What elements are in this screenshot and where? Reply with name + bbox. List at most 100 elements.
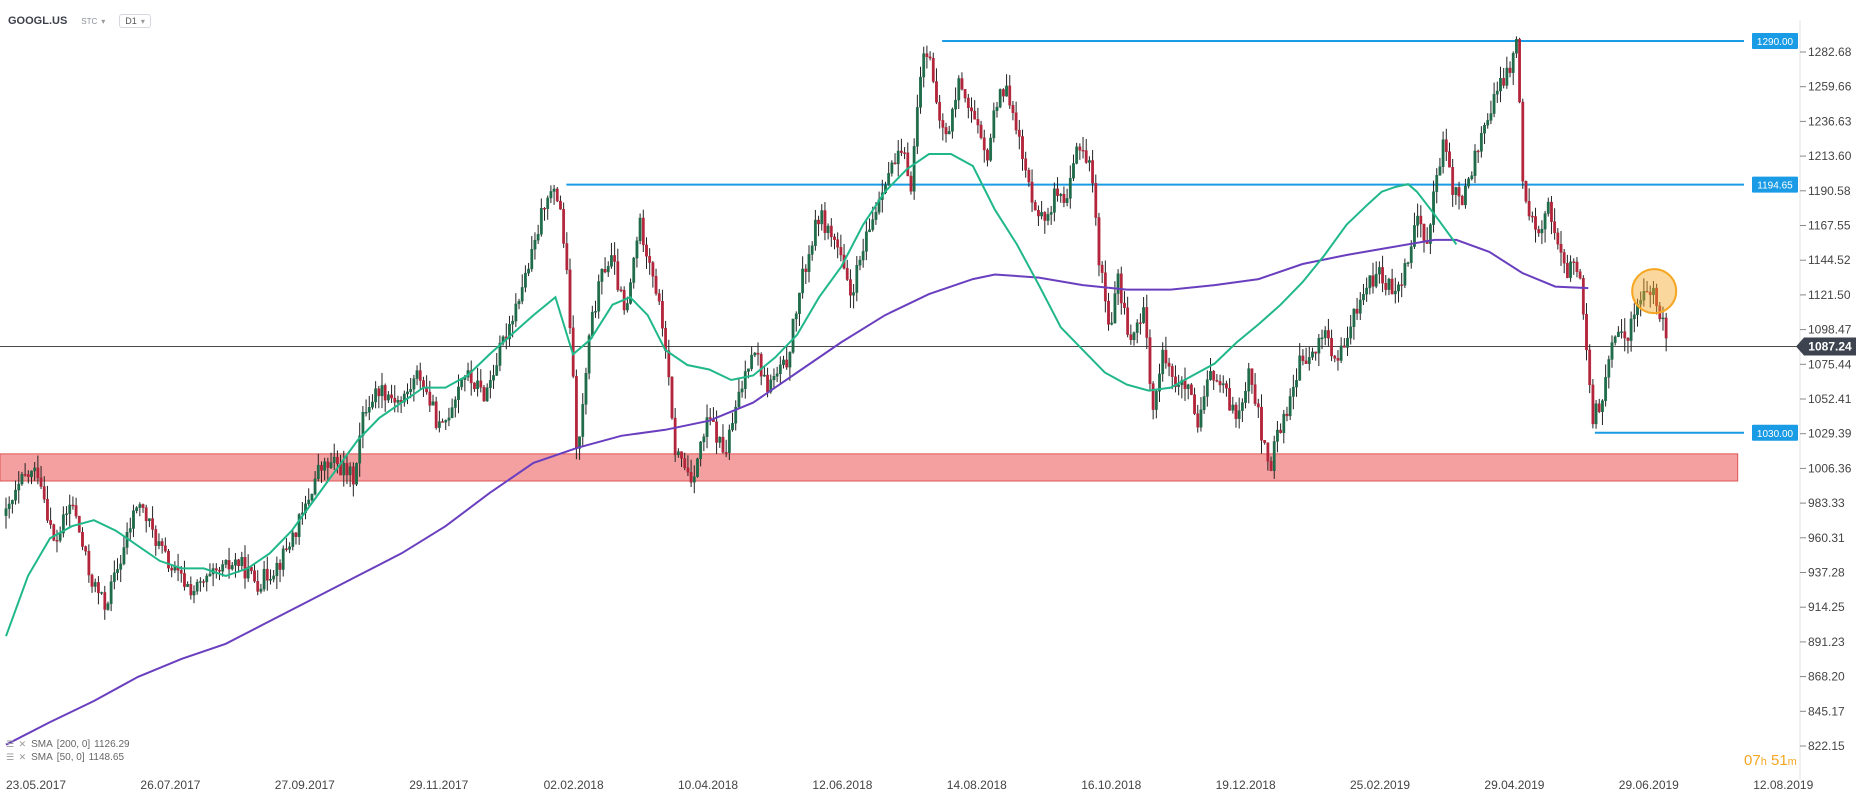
candle-body: [1527, 200, 1531, 217]
candle-body: [970, 107, 973, 112]
candle-body: [36, 467, 40, 479]
candle-body: [1298, 355, 1302, 381]
candle-body: [597, 281, 601, 312]
candle-body: [1307, 357, 1311, 365]
candle-body: [1205, 379, 1209, 397]
price-tick-label: 1190.58: [1808, 184, 1851, 198]
candle-body: [1559, 244, 1563, 253]
candle-body: [1390, 278, 1394, 295]
candle-body: [1620, 331, 1623, 333]
price-tick-label: 822.15: [1808, 739, 1845, 753]
candle-body: [562, 208, 566, 244]
candle-body: [1543, 213, 1547, 230]
candle-body: [680, 451, 683, 459]
price-tick-label: 983.33: [1808, 496, 1845, 510]
candle-body: [227, 560, 231, 570]
candle-body: [1623, 331, 1627, 339]
candle-body: [1483, 125, 1486, 134]
sma-50-legend[interactable]: ☰ ✕ SMA [50, 0] 1148.65: [6, 751, 130, 764]
highlight-marker-layer: [1631, 268, 1678, 315]
candle-body: [428, 391, 432, 406]
candle-body: [192, 591, 196, 596]
candle-body: [1639, 300, 1643, 305]
sma-50-params: [50, 0]: [56, 752, 85, 763]
candle-body: [1441, 139, 1445, 167]
candle-body: [46, 498, 49, 521]
candle-body: [989, 137, 993, 161]
candle-body: [214, 568, 218, 571]
candle-body: [909, 175, 913, 192]
candle-body: [1314, 351, 1318, 354]
candle-body: [731, 423, 734, 431]
price-tick-label: 1213.60: [1808, 149, 1852, 163]
candle-body: [74, 505, 78, 517]
candle-body: [291, 532, 295, 547]
candle-body: [90, 574, 94, 587]
support-zone-layer: [0, 453, 1739, 482]
candle-body: [1161, 349, 1165, 375]
type-select[interactable]: STC ▾: [77, 15, 109, 28]
candle-body: [1534, 216, 1537, 230]
candle-body: [355, 463, 358, 485]
candle-body: [979, 124, 983, 138]
candle-body: [578, 436, 581, 449]
timeframe-select[interactable]: D1 ▾: [119, 14, 151, 28]
candle-body: [122, 547, 126, 565]
candle-body: [855, 265, 859, 293]
candle-body: [183, 573, 186, 587]
candle-body: [594, 311, 597, 313]
candle-body: [1330, 337, 1333, 357]
settings-icon[interactable]: ☰ ✕: [6, 739, 28, 749]
candle-body: [1384, 282, 1388, 290]
candle-body: [766, 374, 769, 393]
price-tick-label: 1006.36: [1808, 461, 1852, 475]
candle-body: [154, 529, 158, 546]
price-tick-label: 914.25: [1808, 600, 1845, 614]
candle-body: [807, 254, 811, 272]
candle-body: [804, 268, 808, 272]
sma-200-legend[interactable]: ☰ ✕ SMA [200, 0] 1126.29: [6, 738, 130, 751]
time-tick-label: 19.12.2018: [1216, 778, 1276, 792]
candle-body: [1655, 287, 1659, 307]
candle-body: [97, 582, 100, 594]
candle-body: [724, 452, 728, 454]
candle-body: [10, 500, 14, 505]
candle-body: [52, 524, 56, 541]
price-tick-label: 1144.52: [1808, 253, 1851, 267]
candle-body: [1046, 214, 1050, 221]
candle-body: [1495, 90, 1499, 95]
candle-body: [1250, 368, 1254, 385]
candle-body: [119, 563, 123, 570]
candle-body: [960, 78, 964, 90]
candle-body: [966, 97, 970, 108]
candle-body: [147, 518, 151, 522]
candle-body: [135, 507, 139, 511]
candle-body: [310, 493, 314, 501]
candle-body: [527, 268, 530, 274]
candle-body: [954, 99, 957, 110]
candle-body: [1381, 267, 1384, 284]
candle-body: [1377, 267, 1381, 275]
candle-body: [396, 400, 400, 403]
candle-body: [1212, 371, 1216, 381]
candle-body: [661, 301, 664, 329]
candle-body: [205, 575, 209, 583]
candle-body: [1113, 293, 1117, 324]
candle-body: [1256, 403, 1260, 408]
symbol-label[interactable]: GOOGL.US: [8, 15, 68, 27]
candle-body: [1005, 85, 1008, 97]
candle-body: [103, 592, 107, 610]
time-tick-label: 23.05.2017: [6, 778, 66, 792]
candle-body: [549, 191, 553, 199]
candle-body: [683, 458, 687, 469]
candle-body: [1588, 349, 1592, 386]
settings-icon[interactable]: ☰ ✕: [6, 752, 28, 762]
candle-body: [1052, 188, 1056, 213]
candle-body: [998, 89, 1002, 108]
time-tick-label: 25.02.2019: [1350, 778, 1410, 792]
candle-body: [600, 269, 604, 282]
candle-body: [1151, 383, 1155, 410]
candle-body: [903, 152, 906, 154]
candle-body: [963, 89, 967, 99]
